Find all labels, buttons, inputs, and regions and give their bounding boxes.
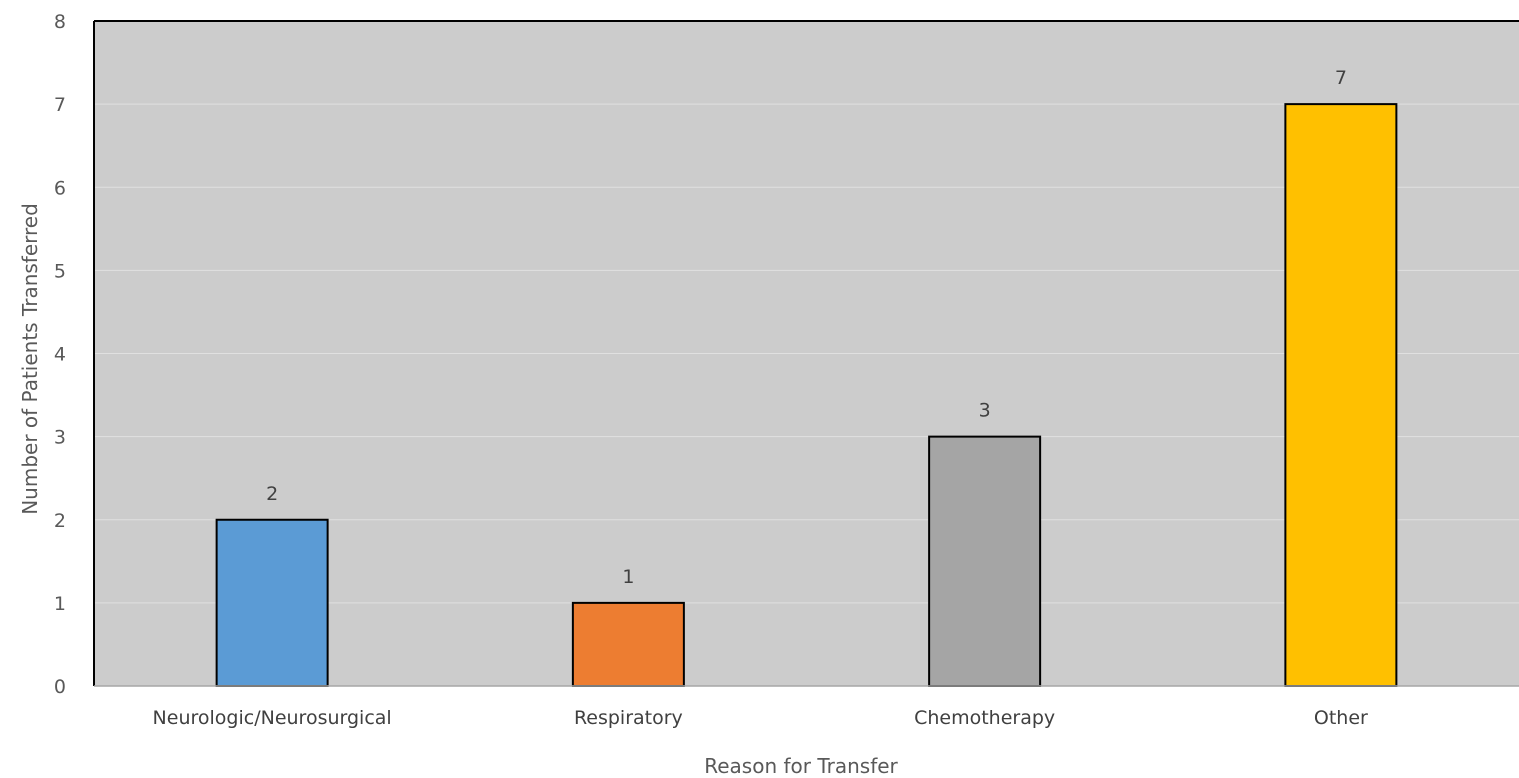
x-tick-label: Respiratory xyxy=(574,707,683,729)
y-tick-label: 4 xyxy=(54,344,66,366)
bar-neurologic-neurosurgical xyxy=(215,518,329,687)
y-tick-label: 5 xyxy=(54,260,66,282)
y-tick-label: 1 xyxy=(54,593,66,615)
y-tick-label: 3 xyxy=(54,427,66,449)
y-axis-tick-labels: 0 1 2 3 4 5 6 7 8 xyxy=(54,11,66,698)
x-tick-label: Chemotherapy xyxy=(914,707,1055,729)
y-axis-title: Number of Patients Transferred xyxy=(18,203,42,515)
data-label: 7 xyxy=(1335,67,1347,89)
y-tick-label: 0 xyxy=(54,676,66,698)
x-tick-label: Other xyxy=(1314,707,1368,729)
bar-other xyxy=(1284,103,1398,687)
x-axis-category-labels: Neurologic/Neurosurgical Respiratory Chemo… xyxy=(153,707,1368,729)
data-label: 1 xyxy=(622,566,634,588)
x-axis-title: Reason for Transfer xyxy=(704,754,898,778)
gridlines xyxy=(94,103,1519,604)
y-tick-label: 8 xyxy=(54,11,66,33)
bar-respiratory xyxy=(571,601,685,687)
data-label: 2 xyxy=(266,483,278,505)
bar-chemotherapy xyxy=(928,435,1042,687)
data-labels: 2 1 3 7 xyxy=(266,67,1347,588)
data-label: 3 xyxy=(979,400,991,422)
x-tick-label: Neurologic/Neurosurgical xyxy=(153,707,392,729)
y-tick-label: 2 xyxy=(54,510,66,532)
y-tick-label: 7 xyxy=(54,94,66,116)
y-tick-label: 6 xyxy=(54,177,66,199)
